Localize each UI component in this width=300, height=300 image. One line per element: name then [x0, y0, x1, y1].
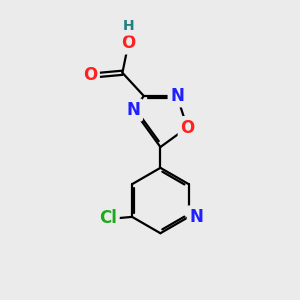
- Text: H: H: [122, 20, 134, 33]
- Text: N: N: [189, 208, 203, 226]
- Text: O: O: [83, 66, 98, 84]
- Text: O: O: [180, 118, 194, 136]
- Text: N: N: [127, 101, 140, 119]
- Text: N: N: [170, 87, 184, 105]
- Text: O: O: [121, 34, 136, 52]
- Text: Cl: Cl: [99, 209, 117, 227]
